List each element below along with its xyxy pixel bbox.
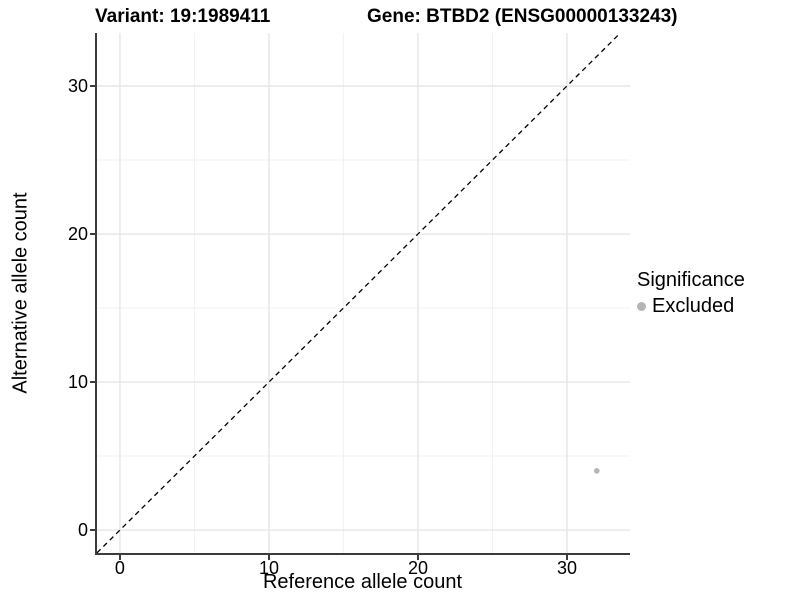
- y-axis-tick-label: 30: [67, 75, 88, 96]
- x-axis-tick-label: 20: [407, 558, 428, 578]
- y-axis-tick: [90, 381, 95, 384]
- plot-panel: [95, 33, 630, 555]
- gene-title: Gene: BTBD2 (ENSG00000133243): [367, 6, 678, 27]
- legend-title: Significance: [637, 269, 745, 291]
- plot-canvas: [97, 33, 630, 553]
- y-axis-tick: [90, 529, 95, 532]
- variant-title: Variant: 19:1989411: [95, 6, 271, 27]
- y-axis-title: Alternative allele count: [9, 192, 32, 394]
- x-axis-tick: [416, 555, 419, 560]
- x-axis-tick-label: 30: [556, 558, 577, 578]
- y-axis-tick-label: 20: [67, 224, 88, 244]
- y-axis-tick: [90, 233, 95, 235]
- x-axis-title: Reference allele count: [262, 571, 462, 593]
- legend-entry-label: Excluded: [652, 295, 735, 317]
- x-axis-tick: [565, 555, 568, 560]
- y-axis-tick-label: 10: [67, 372, 88, 393]
- x-axis-tick: [267, 555, 270, 560]
- y-axis-tick: [90, 84, 95, 87]
- legend: Significance Excluded: [637, 268, 745, 318]
- legend-key-dot-icon: [637, 301, 646, 311]
- x-axis-tick-label: 0: [114, 558, 125, 578]
- legend-entry-excluded: Excluded: [637, 294, 745, 318]
- x-axis-tick: [118, 555, 121, 560]
- x-axis-tick-label: 10: [258, 558, 279, 578]
- y-axis-tick-label: 0: [77, 520, 88, 541]
